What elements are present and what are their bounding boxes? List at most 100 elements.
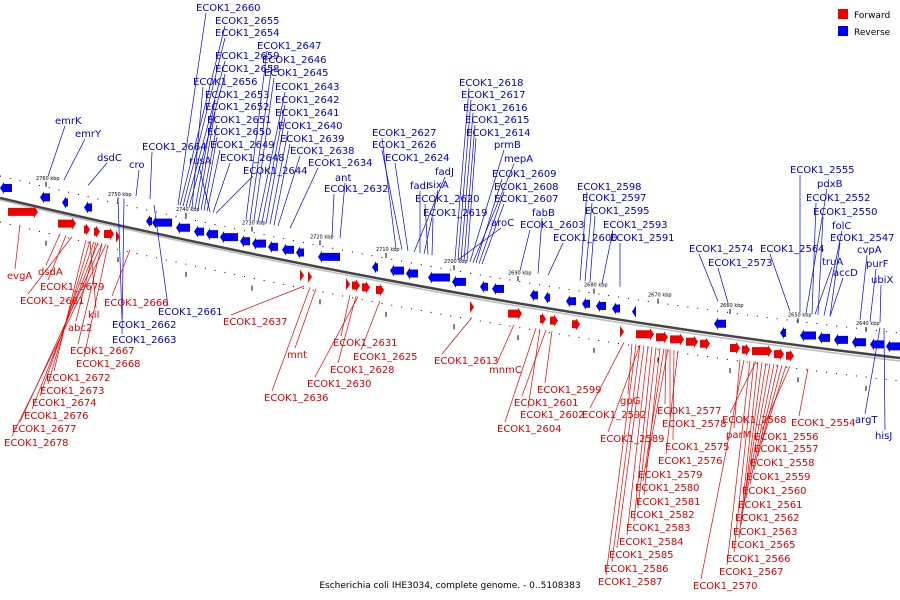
forward-gene-label: kil (88, 310, 99, 321)
forward-gene-label: ECOK1_2668 (76, 359, 141, 370)
reverse-gene-label: ECOK1_2656 (193, 77, 258, 88)
forward-gene-label: ECOK1_2630 (307, 379, 372, 390)
forward-gene-label: gpG (620, 396, 640, 407)
forward-leader-line (521, 329, 547, 397)
reverse-gene-arrow (220, 231, 238, 244)
forward-gene-arrow (300, 269, 304, 282)
forward-leader-line (637, 347, 657, 509)
reverse-leader-line (149, 151, 153, 200)
forward-gene-label: ECOK1_2679 (40, 282, 105, 293)
forward-gene-label: ECOK1_2677 (12, 424, 77, 435)
scale-tick-label: 2660 kbp (720, 303, 744, 309)
forward-leader-line (665, 350, 679, 455)
reverse-gene-label: ECOK1_2641 (275, 108, 340, 119)
forward-leader-line (45, 233, 61, 266)
reverse-leader-line (537, 217, 543, 274)
reverse-gene-label: ECOK1_2639 (280, 134, 345, 145)
forward-gene-label: ECOK1_2556 (754, 432, 819, 443)
reverse-leader-line (188, 73, 226, 208)
reverse-leader-line (265, 117, 286, 224)
forward-gene-arrow (700, 337, 710, 350)
reverse-leader-line (457, 99, 472, 260)
reverse-gene-label: ECOK1_2552 (806, 193, 871, 204)
reverse-leader-line (182, 37, 226, 207)
forward-gene-arrow (362, 281, 370, 294)
reverse-gene-arrow (480, 280, 488, 293)
forward-leader-line (230, 285, 305, 316)
reverse-gene-label: ECOK1_2638 (290, 146, 355, 157)
reverse-gene-label: ECOK1_2644 (243, 166, 308, 177)
forward-gene-labels: evgA dsdA ECOK1_2679 ECOK1_2681 ECOK1_2666ki… (4, 267, 856, 592)
reverse-gene-arrow (62, 196, 68, 209)
forward-gene-label: dsdA (38, 267, 63, 278)
forward-gene-label: ECOK1_2666 (104, 298, 169, 309)
reverse-gene-arrow (530, 289, 538, 302)
forward-leader-line (645, 349, 669, 469)
forward-gene-label: ECOK1_2628 (330, 365, 395, 376)
reverse-leader-line (289, 167, 319, 229)
reverse-leader-line (466, 137, 477, 262)
forward-leader-line (337, 296, 357, 364)
reverse-gene-label: ECOK1_2598 (577, 182, 642, 193)
reverse-leader-line (197, 111, 216, 210)
scale-tick-label: 2710 kbp (376, 247, 400, 253)
reverse-gene-label: dsdC (97, 153, 122, 164)
reverse-gene-arrow (84, 201, 92, 214)
forward-gene-label: ECOK1_2672 (46, 373, 111, 384)
forward-gene-label: ECOK1_2625 (353, 352, 418, 363)
scale-tick-label: 2720 kbp (310, 234, 334, 240)
reverse-gene-label: ECOK1_2648 (220, 153, 285, 164)
reverse-leader-line (811, 202, 817, 315)
reverse-gene-label: ECOK1_2555 (790, 165, 855, 176)
forward-gene-label: ECOK1_2578 (662, 419, 727, 430)
reverse-leader-line (273, 143, 291, 226)
reverse-gene-label: ECOK1_2574 (689, 244, 754, 255)
reverse-genes (0, 182, 900, 353)
forward-gene-label: ECOK1_2565 (731, 540, 796, 551)
reverse-leader-line (269, 130, 289, 225)
reverse-leader-line (817, 216, 824, 315)
reverse-leader-line (589, 215, 596, 283)
forward-gene-arrow (786, 349, 794, 362)
reverse-gene-arrow (886, 340, 900, 353)
scale-tick-label: 2650 kbp (788, 312, 812, 318)
reverse-gene-label: ECOK1_2617 (461, 90, 526, 101)
forward-gene-label: ECOK1_2676 (24, 411, 89, 422)
forward-leader-lines (11, 224, 809, 580)
forward-gene-arrow (670, 333, 684, 346)
reverse-leader-line (472, 163, 515, 263)
reverse-leader-line (717, 267, 729, 303)
reverse-leader-line (194, 99, 216, 209)
forward-gene-label: ECOK1_2637 (223, 317, 288, 328)
reverse-leader-line (257, 91, 286, 222)
reverse-gene-label: ECOK1_2618 (459, 78, 524, 89)
scale-tick-label: 2760 kbp (36, 176, 60, 182)
reverse-leader-line (698, 253, 719, 302)
reverse-gene-label: ECOK1_2614 (466, 128, 531, 139)
reverse-gene-label: ECOK1_2642 (275, 95, 340, 106)
reverse-gene-label: ant (335, 173, 351, 184)
reverse-leader-line (253, 77, 275, 222)
reverse-gene-label: ECOK1_2659 (215, 51, 280, 62)
reverse-gene-label: ECOK1_2662 (112, 320, 177, 331)
forward-gene-label: ECOK1_2613 (434, 356, 499, 367)
reverse-gene-label: ECOK1_2640 (278, 121, 343, 132)
forward-gene-label: ECOK1_2560 (742, 486, 807, 497)
forward-gene-label: ECOK1_2589 (600, 434, 665, 445)
forward-gene-arrow (774, 348, 784, 361)
reverse-leader-line (814, 266, 833, 315)
reverse-gene-arrow (714, 317, 726, 330)
reverse-gene-label: truA (822, 257, 843, 268)
scale-tick-label: 2680 kbp (584, 283, 608, 289)
reverse-leader-line (249, 64, 273, 221)
reverse-gene-label: prmB (494, 140, 521, 151)
forward-gene-label: ECOK1_2576 (658, 456, 723, 467)
reverse-gene-label: fadJ (435, 167, 454, 178)
reverse-gene-label: sixA (428, 180, 449, 191)
reverse-gene-arrow (176, 221, 190, 234)
reverse-gene-label: ECOK1_2547 (830, 233, 895, 244)
reverse-leader-line (547, 242, 564, 276)
forward-gene-arrow (308, 270, 312, 283)
forward-leader-line (749, 364, 775, 485)
reverse-gene-label: ECOK1_2609 (492, 169, 557, 180)
